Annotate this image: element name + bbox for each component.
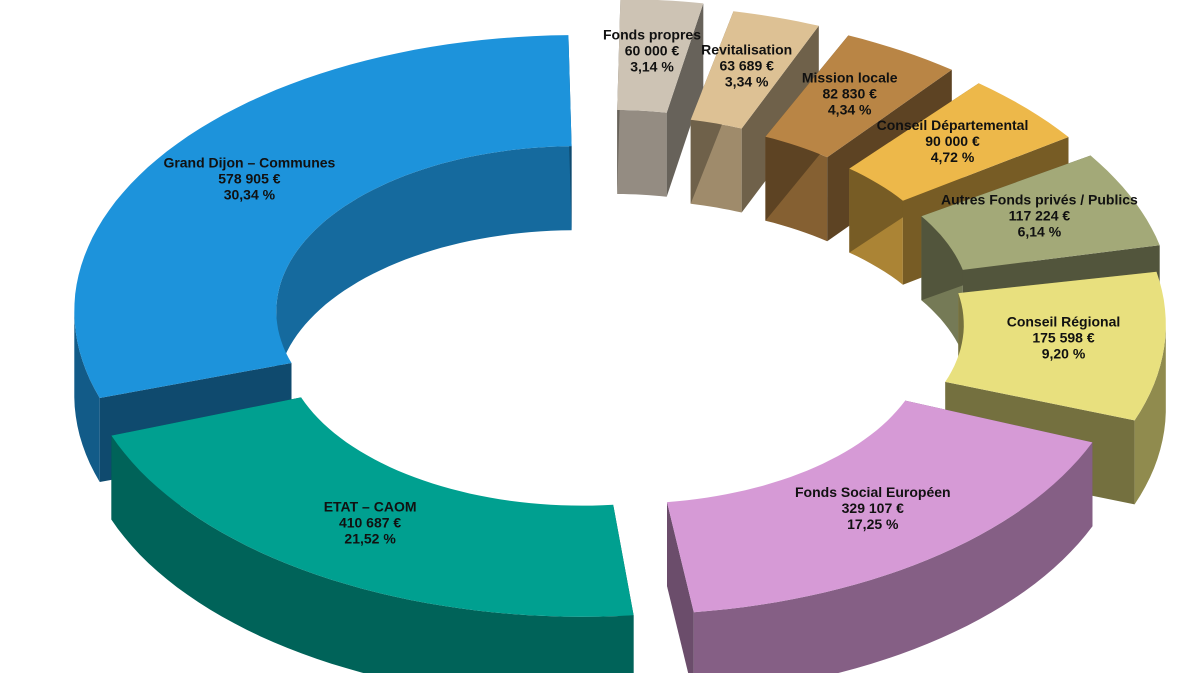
slice-percent-label: 17,25 % bbox=[847, 516, 899, 532]
slice-top bbox=[617, 0, 704, 113]
slice-percent-label: 21,52 % bbox=[344, 531, 396, 547]
slice-name-label: Autres Fonds privés / Publics bbox=[941, 191, 1138, 207]
data-label: Conseil Régional 175 598 €9,20 % bbox=[1007, 314, 1121, 362]
slice-top bbox=[74, 35, 572, 398]
slice-top bbox=[690, 11, 819, 129]
data-label: Conseil Départemental 90 000 €4,72 % bbox=[877, 117, 1029, 165]
slice-outer-wall bbox=[111, 435, 634, 673]
slice bbox=[617, 0, 704, 197]
slice-name-label: Conseil Régional bbox=[1007, 314, 1121, 330]
slice-percent-label: 30,34 % bbox=[224, 186, 276, 202]
slice-value-label: 410 687 € bbox=[339, 515, 401, 531]
slice-name-label: Mission locale bbox=[802, 69, 898, 85]
slice-inner-wall bbox=[617, 110, 667, 197]
slice-percent-label: 3,34 % bbox=[725, 74, 769, 90]
slice bbox=[667, 400, 1093, 673]
slice-name-label: Fonds propres bbox=[603, 27, 701, 43]
data-label: Autres Fonds privés / Publics 117 224 €6,… bbox=[941, 191, 1138, 239]
slice-name-label: ETAT – CAOM bbox=[324, 499, 417, 515]
slice-value-label: 175 598 € bbox=[1032, 330, 1094, 346]
data-label: Fonds propres 60 000 €3,14 % bbox=[603, 27, 701, 75]
slice-name-label: Grand Dijon – Communes bbox=[163, 154, 335, 170]
slice-percent-label: 4,72 % bbox=[931, 149, 975, 165]
slice-name-label: Conseil Départemental bbox=[877, 117, 1029, 133]
data-label: ETAT – CAOM 410 687 €21,52 % bbox=[324, 499, 417, 547]
slice-percent-label: 4,34 % bbox=[828, 101, 872, 117]
slice-percent-label: 6,14 % bbox=[1018, 223, 1062, 239]
data-label: Grand Dijon – Communes 578 905 €30,34 % bbox=[163, 154, 335, 202]
slice-name-label: Revitalisation bbox=[701, 42, 792, 58]
slice-value-label: 63 689 € bbox=[719, 58, 774, 74]
slice-outer-wall bbox=[693, 442, 1093, 673]
slice-top bbox=[945, 271, 1166, 421]
slice-value-label: 82 830 € bbox=[822, 85, 877, 101]
slice-value-label: 329 107 € bbox=[842, 500, 904, 516]
slice-name-label: Fonds Social Européen bbox=[795, 484, 951, 500]
slice-inner-wall bbox=[276, 146, 572, 397]
slice-top bbox=[667, 400, 1093, 613]
slice-outer-wall bbox=[1134, 328, 1166, 505]
slice-outer-wall bbox=[74, 313, 100, 482]
slice-top bbox=[849, 83, 1069, 201]
slice-top bbox=[921, 155, 1160, 270]
data-label: Fonds Social Européen 329 107 €17,25 % bbox=[795, 484, 951, 532]
slice-value-label: 90 000 € bbox=[925, 133, 980, 149]
slice bbox=[111, 397, 634, 673]
slice-top bbox=[765, 35, 952, 158]
slice-end-cap bbox=[667, 502, 694, 673]
slice-percent-label: 9,20 % bbox=[1042, 346, 1086, 362]
slice-end-cap bbox=[666, 3, 704, 197]
slice-value-label: 578 905 € bbox=[218, 170, 280, 186]
slice-value-label: 117 224 € bbox=[1009, 207, 1071, 223]
slice-percent-label: 3,14 % bbox=[630, 59, 674, 75]
data-label: Revitalisation 63 689 €3,34 % bbox=[701, 42, 792, 90]
slice-top bbox=[111, 397, 634, 617]
data-label: Mission locale 82 830 €4,34 % bbox=[802, 69, 898, 117]
slice-value-label: 60 000 € bbox=[625, 43, 680, 59]
slice bbox=[74, 35, 572, 482]
